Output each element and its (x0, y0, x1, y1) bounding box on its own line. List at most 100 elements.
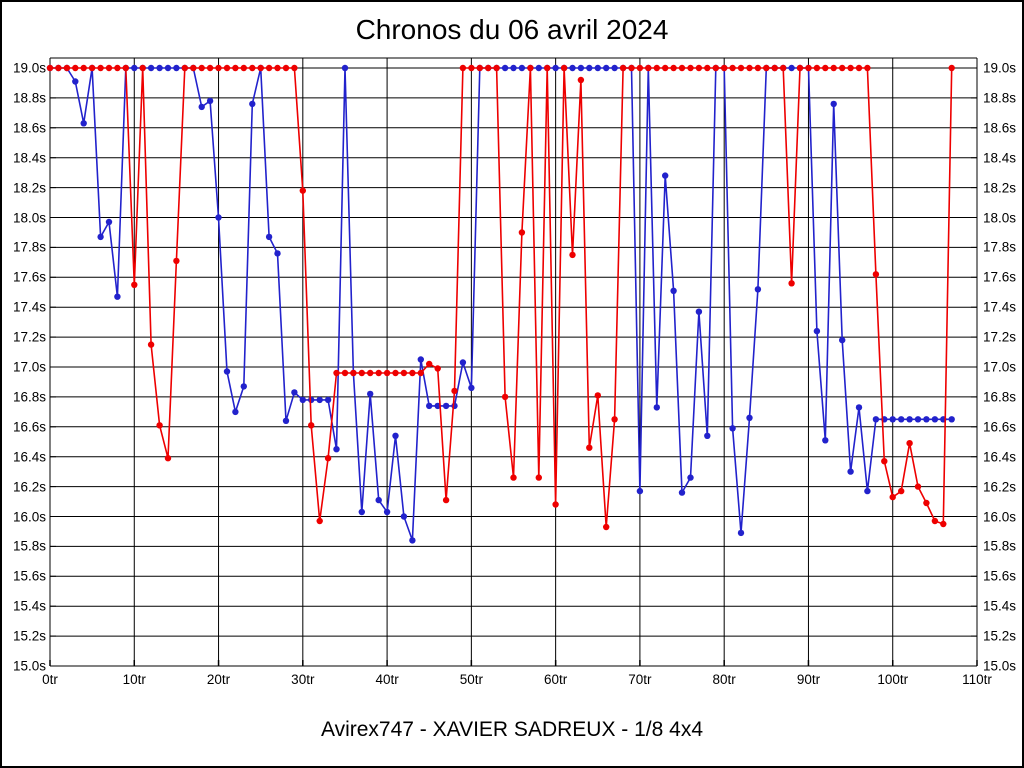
run-blue-lap-dot (855, 404, 863, 411)
run-blue-lap-dot (198, 103, 205, 111)
y-axis-tick-label-right: 16.0s (983, 509, 1017, 524)
run-blue-lap-dot (367, 390, 374, 398)
run-blue-lap-dot (400, 513, 408, 520)
run-red-lap-dot (864, 64, 871, 72)
y-axis-tick-label-right: 17.2s (983, 329, 1017, 345)
run-blue-lap-dot (164, 64, 172, 72)
run-red-lap-dot (763, 64, 770, 72)
run-red-lap-dot (333, 369, 340, 377)
run-red-lap-dot (577, 76, 585, 84)
run-red-lap-dot (299, 187, 306, 194)
run-blue-lap-dot (417, 356, 424, 363)
y-axis-tick-label-left: 15.2s (12, 628, 46, 644)
x-axis-tick-label: 40tr (375, 672, 399, 687)
run-blue-lap-dot (914, 416, 922, 423)
run-red-lap-dot (923, 499, 930, 507)
run-blue-lap-dot (695, 308, 703, 315)
run-red-lap-dot (63, 64, 71, 72)
run-blue-lap-dot (586, 64, 593, 72)
run-blue-lap-dot (501, 64, 509, 72)
run-red-lap-dot (628, 64, 635, 72)
run-blue-lap-dot (552, 64, 559, 72)
run-red-lap-dot (855, 64, 863, 72)
run-red-lap-dot (611, 416, 618, 423)
run-red-lap-dot (586, 444, 593, 451)
y-axis-tick-label-left: 18.4s (12, 150, 46, 166)
run-blue-lap-dot (535, 64, 542, 72)
run-red-lap-dot (434, 365, 441, 372)
run-red-lap-dot (215, 64, 222, 72)
y-axis-tick-label-right: 16.8s (983, 389, 1017, 405)
run-red-lap-dot (501, 393, 509, 401)
run-blue-lap-dot (131, 64, 138, 72)
run-red-lap-dot (670, 64, 677, 72)
run-red-lap-dot (476, 64, 483, 72)
run-red-lap-dot (139, 64, 146, 72)
run-blue-lap-dot (468, 384, 475, 392)
run-red-lap-dot (805, 64, 812, 72)
run-blue-lap-dot (678, 489, 686, 496)
run-red-lap-dot (417, 369, 424, 377)
run-blue-lap-dot (341, 64, 349, 72)
run-red-lap-dot (232, 64, 239, 72)
run-blue-lap-dot (299, 396, 306, 404)
y-axis-tick-label-right: 18.2s (983, 180, 1017, 196)
y-axis-tick-label-left: 16.0s (12, 509, 46, 524)
run-blue-lap-dot (518, 64, 526, 72)
y-axis-tick-label-right: 18.0s (983, 210, 1017, 225)
chart-subtitle: Avirex747 - XAVIER SADREUX - 1/8 4x4 (320, 718, 704, 741)
y-axis-tick-label-right: 15.8s (983, 538, 1017, 554)
run-red-lap-dot (341, 369, 349, 377)
run-blue-lap-dot (409, 537, 416, 544)
y-axis-tick-label-right: 16.2s (983, 479, 1017, 495)
run-blue-lap-dot (105, 218, 113, 226)
run-red-lap-dot (350, 369, 357, 377)
run-red-lap-dot (771, 64, 778, 72)
run-red-lap-dot (493, 64, 500, 72)
run-blue-lap-dot (426, 402, 433, 410)
chart-title: Chronos du 06 avril 2024 (355, 14, 669, 45)
y-axis-tick-label-left: 16.6s (12, 419, 46, 435)
run-red-lap-dot (46, 64, 54, 72)
run-red-lap-dot (308, 422, 315, 429)
run-blue-lap-dot (274, 250, 281, 257)
run-red-lap-dot (662, 64, 669, 72)
run-red-lap-dot (97, 64, 104, 72)
run-red-lap-dot (535, 474, 542, 481)
run-blue-lap-dot (704, 432, 711, 439)
run-blue-lap-dot (754, 286, 762, 293)
run-blue-lap-dot (864, 487, 871, 495)
run-blue-lap-dot (577, 64, 585, 72)
run-red-lap-dot (737, 64, 745, 72)
run-red-lap-dot (746, 64, 753, 72)
run-red-lap-dot (265, 64, 273, 72)
run-red-lap-dot (931, 517, 939, 525)
run-red-lap-dot (712, 64, 719, 72)
run-red-lap-dot (426, 360, 433, 368)
x-axis-tick-label: 20tr (206, 672, 231, 687)
run-blue-lap-dot (72, 78, 79, 85)
y-axis-tick-label-left: 15.4s (12, 598, 46, 614)
x-axis-tick-label: 30tr (291, 672, 315, 687)
run-red-lap-dot (518, 229, 526, 236)
run-red-lap-dot (653, 64, 660, 72)
run-red-lap-dot (485, 64, 492, 72)
run-blue-lap-dot (316, 396, 323, 404)
run-blue-lap-dot (830, 100, 837, 108)
y-axis-tick-label-left: 16.4s (12, 449, 46, 465)
run-red-lap-dot (468, 64, 475, 72)
run-blue-lap-dot (931, 416, 939, 423)
y-axis-tick-label-right: 18.4s (983, 150, 1017, 166)
run-blue-lap-dot (603, 64, 610, 72)
run-blue-lap-dot (232, 408, 239, 416)
run-red-lap-dot (131, 281, 138, 288)
run-blue-lap-dot (687, 474, 694, 481)
run-red-lap-dot (164, 455, 172, 462)
run-blue-lap-dot (889, 416, 896, 423)
x-axis-tick-label: 80tr (712, 672, 736, 687)
run-blue-lap-dot (97, 233, 104, 241)
run-red-lap-dot (223, 64, 231, 72)
y-axis-tick-label-left: 15.8s (12, 538, 46, 554)
run-red-lap-dot (383, 369, 391, 377)
